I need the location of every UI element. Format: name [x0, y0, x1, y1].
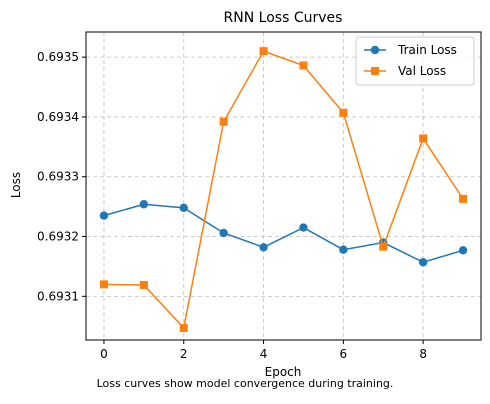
val-loss-point	[139, 280, 148, 289]
val-loss-point	[219, 117, 228, 126]
y-tick-label: 0.6932	[37, 230, 79, 244]
val-loss-point	[179, 324, 188, 333]
series-layer	[99, 47, 468, 333]
y-tick-label: 0.6931	[37, 289, 79, 303]
x-axis-label: Epoch	[265, 365, 302, 379]
plot-frame	[85, 31, 482, 341]
train-loss-point	[299, 223, 308, 232]
legend-val-loss-marker	[371, 67, 379, 75]
val-loss-point	[419, 134, 428, 143]
legend: Train Loss Val Loss	[355, 36, 475, 86]
legend-train-loss-marker	[370, 45, 380, 55]
chart-title: RNN Loss Curves	[224, 10, 343, 26]
x-tick-label: 8	[419, 347, 427, 361]
train-loss-point	[139, 200, 149, 209]
train-loss-point	[418, 258, 428, 267]
x-tick-label: 4	[260, 347, 268, 361]
x-tick-label: 2	[180, 347, 188, 361]
x-tick-label: 0	[100, 347, 108, 361]
val-loss-point	[99, 280, 108, 289]
train-loss-point	[99, 211, 109, 220]
val-loss-point	[379, 242, 388, 251]
train-loss-point	[458, 246, 468, 255]
train-loss-point	[179, 203, 188, 213]
legend-train-loss-label: Train Loss	[397, 43, 457, 57]
y-tick-label: 0.6935	[37, 50, 79, 64]
figure-caption: Loss curves show model convergence durin…	[96, 377, 394, 390]
train-loss-line	[103, 203, 464, 264]
y-tick-label: 0.6933	[37, 170, 79, 184]
train-loss-point	[339, 245, 348, 254]
grid	[86, 32, 481, 340]
ticks: 0 2 4 6 8 0.6931 0.6932 0.6933 0.6934 0.6935	[37, 50, 427, 361]
val-loss-point	[299, 61, 308, 70]
y-tick-label: 0.6934	[37, 110, 79, 124]
val-loss-point	[259, 47, 268, 56]
y-axis-label: Loss	[9, 172, 23, 198]
legend-box	[355, 36, 475, 86]
train-loss-point	[219, 228, 228, 238]
val-loss-line	[103, 50, 464, 330]
val-loss-point	[459, 194, 468, 203]
train-loss-point	[259, 243, 268, 252]
val-loss-point	[339, 108, 348, 117]
x-tick-label: 6	[340, 347, 348, 361]
legend-val-loss-label: Val Loss	[398, 64, 446, 78]
